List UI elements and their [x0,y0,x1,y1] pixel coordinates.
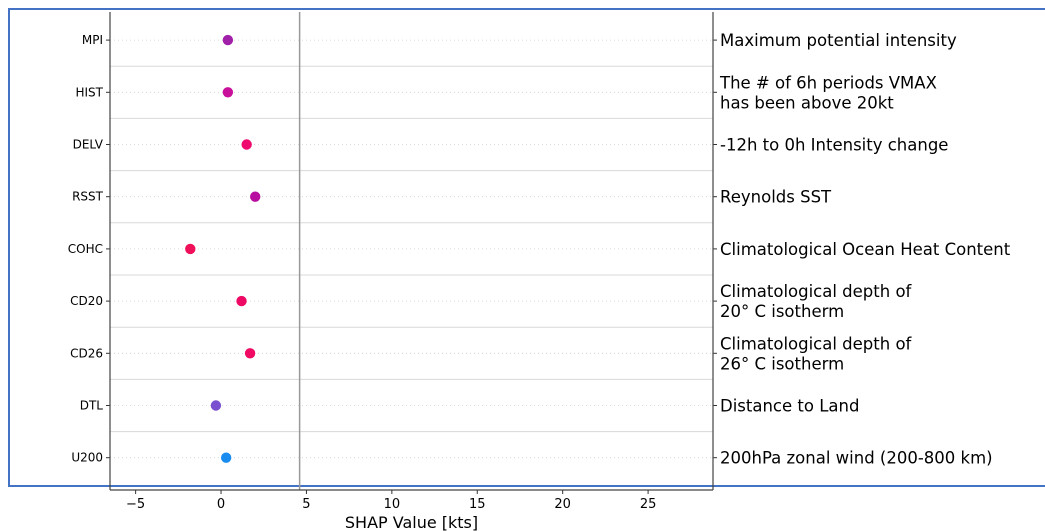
x-axis: −5 0 5 10 15 20 25 [126,490,656,512]
x-tick-label: 20 [554,497,571,512]
x-axis-title: SHAP Value [kts] [345,513,478,531]
data-point-hist [222,87,234,98]
data-point-cohc [185,243,196,255]
feature-description-hist: has been above 20kt [720,93,894,112]
feature-descriptions: Maximum potential intensity The # of 6h p… [719,31,1011,468]
feature-label-dtl: DTL [80,399,104,413]
feature-label-hist: HIST [75,85,103,99]
data-point-dtl [210,400,222,411]
data-point-delv [241,139,252,150]
x-tick-label: 5 [302,497,310,512]
feature-description-cohc: Climatological Ocean Heat Content [720,240,1011,259]
feature-label-delv: DELV [73,138,104,152]
feature-description-rsst: Reynolds SST [720,188,832,207]
feature-description-u200: 200hPa zonal wind (200-800 km) [720,449,993,468]
feature-label-u200: U200 [71,451,103,465]
feature-label-rsst: RSST [72,190,104,204]
feature-label-cd26: CD26 [70,346,103,360]
x-tick-label: −5 [126,497,145,512]
row-bands [110,65,713,433]
feature-description-delv: -12h to 0h Intensity change [720,136,948,155]
x-tick-label: 15 [469,497,486,512]
x-tick-label: 25 [640,497,657,512]
feature-description-dtl: Distance to Land [720,397,859,416]
data-point-u200 [220,452,232,463]
feature-description-cd20: Climatological depth of [720,282,913,301]
x-tick-label: 0 [217,497,225,512]
data-point-cd26 [244,348,256,359]
x-tick-label: 10 [384,497,401,512]
feature-description-cd26: Climatological depth of [720,334,913,353]
data-point-cd20 [236,295,247,307]
feature-description-hist: The # of 6h periods VMAX [719,73,937,92]
gridlines [110,39,713,459]
axes [106,12,717,491]
chart-frame [8,8,1045,487]
data-point-mpi [222,34,234,46]
feature-labels: MPI HIST DELV RSST COHC CD20 CD26 DTL U200 [68,33,104,465]
feature-label-mpi: MPI [82,33,103,47]
feature-description-cd20: 20° C isotherm [720,302,844,321]
feature-label-cd20: CD20 [70,294,103,308]
feature-description-cd26: 26° C isotherm [720,354,844,373]
feature-description-mpi: Maximum potential intensity [720,31,957,50]
data-points [185,34,261,463]
feature-label-cohc: COHC [68,242,103,256]
data-point-rsst [249,191,261,202]
